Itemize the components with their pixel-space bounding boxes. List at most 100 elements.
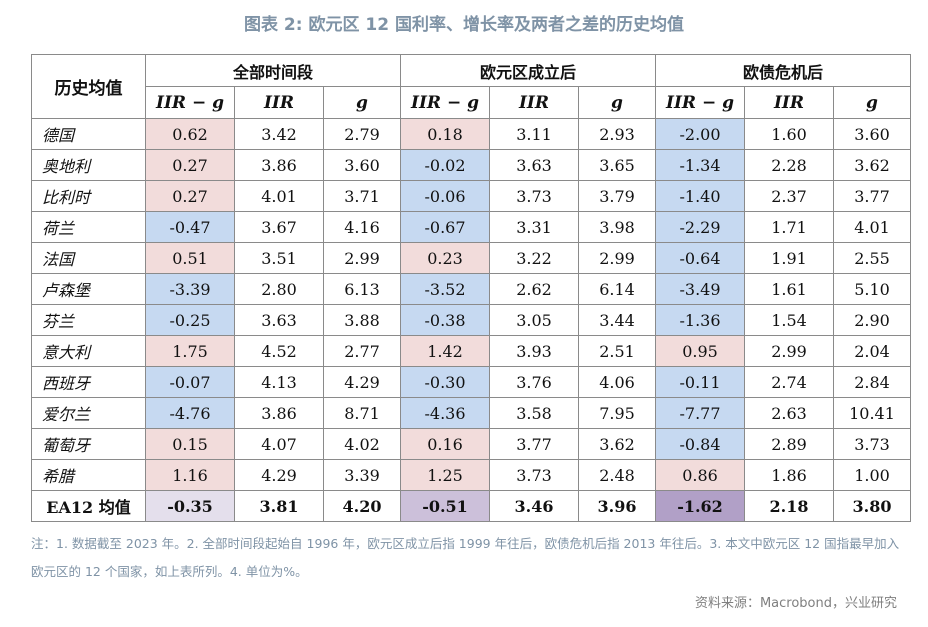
value-cell: 4.02 xyxy=(323,428,401,460)
value-cell: 10.41 xyxy=(833,397,911,429)
value-cell: 3.73 xyxy=(489,180,579,212)
group-header-post-euro: 欧元区成立后 xyxy=(400,54,656,87)
value-cell: 0.16 xyxy=(400,428,490,460)
value-cell: 3.67 xyxy=(234,211,324,243)
table-row: 卢森堡 -3.39 2.80 6.13 -3.52 2.62 6.14 -3.49 1.61 5.… xyxy=(31,273,911,305)
value-cell: 2.37 xyxy=(744,180,834,212)
subheader-iir: IIR xyxy=(234,86,324,119)
subheader-g: g xyxy=(323,86,401,119)
value-cell: 5.10 xyxy=(833,273,911,305)
table-row: 芬兰 -0.25 3.63 3.88 -0.38 3.05 3.44 -1.36 1.54 2.9… xyxy=(31,304,911,336)
value-cell: 1.75 xyxy=(145,335,235,367)
value-cell: -0.11 xyxy=(655,366,745,398)
value-cell: 3.73 xyxy=(489,459,579,491)
value-cell: -4.76 xyxy=(145,397,235,429)
value-cell: 3.60 xyxy=(833,118,911,150)
value-cell: 1.91 xyxy=(744,242,834,274)
value-cell: 1.25 xyxy=(400,459,490,491)
value-cell: 4.29 xyxy=(234,459,324,491)
value-cell: 4.29 xyxy=(323,366,401,398)
page-title: 图表 2: 欧元区 12 国利率、增长率及两者之差的历史均值 xyxy=(244,15,684,35)
country-cell: 爱尔兰 xyxy=(31,397,146,429)
value-cell: -2.00 xyxy=(655,118,745,150)
value-cell: 3.77 xyxy=(489,428,579,460)
value-cell: 3.93 xyxy=(489,335,579,367)
value-cell: -1.34 xyxy=(655,149,745,181)
table-row: EA12 均值 -0.35 3.81 4.20 -0.51 3.46 3.96 -1.62 2.… xyxy=(31,490,911,522)
value-cell: 2.80 xyxy=(234,273,324,305)
country-cell: 意大利 xyxy=(31,335,146,367)
value-cell: 4.16 xyxy=(323,211,401,243)
value-cell: -0.30 xyxy=(400,366,490,398)
value-cell: 3.39 xyxy=(323,459,401,491)
value-cell: 3.79 xyxy=(578,180,656,212)
value-cell: -0.64 xyxy=(655,242,745,274)
table-row: 意大利 1.75 4.52 2.77 1.42 3.93 2.51 0.95 2.99 2.04 xyxy=(31,335,911,367)
value-cell: 2.99 xyxy=(744,335,834,367)
source-line: 资料来源：Macrobond，兴业研究 xyxy=(694,596,897,611)
table-row: 奥地利 0.27 3.86 3.60 -0.02 3.63 3.65 -1.34 2.28 3.6… xyxy=(31,149,911,181)
table-row: 比利时 0.27 4.01 3.71 -0.06 3.73 3.79 -1.40 2.37 3.7… xyxy=(31,180,911,212)
value-cell: 2.63 xyxy=(744,397,834,429)
value-cell: 2.99 xyxy=(578,242,656,274)
value-cell: 8.71 xyxy=(323,397,401,429)
country-cell: 法国 xyxy=(31,242,146,274)
table-row: 希腊 1.16 4.29 3.39 1.25 3.73 2.48 0.86 1.86 1.00 xyxy=(31,459,911,491)
value-cell: 3.60 xyxy=(323,149,401,181)
value-cell: 1.42 xyxy=(400,335,490,367)
value-cell: 3.96 xyxy=(578,490,656,522)
value-cell: 4.07 xyxy=(234,428,324,460)
value-cell: 0.27 xyxy=(145,180,235,212)
value-cell: 0.51 xyxy=(145,242,235,274)
value-cell: -2.29 xyxy=(655,211,745,243)
value-cell: 3.65 xyxy=(578,149,656,181)
subheader-iir-g: IIR − g xyxy=(655,86,745,119)
country-cell: 葡萄牙 xyxy=(31,428,146,460)
value-cell: 1.86 xyxy=(744,459,834,491)
value-cell: -1.36 xyxy=(655,304,745,336)
value-cell: 2.48 xyxy=(578,459,656,491)
value-cell: 2.84 xyxy=(833,366,911,398)
value-cell: 0.18 xyxy=(400,118,490,150)
value-cell: 0.15 xyxy=(145,428,235,460)
value-cell: 0.27 xyxy=(145,149,235,181)
subheader-g: g xyxy=(833,86,911,119)
value-cell: 0.62 xyxy=(145,118,235,150)
value-cell: 4.52 xyxy=(234,335,324,367)
value-cell: 3.58 xyxy=(489,397,579,429)
corner-header: 历史均值 xyxy=(31,54,146,119)
data-table: 历史均值 全部时间段 欧元区成立后 欧债危机后 IIR − g IIR g II… xyxy=(31,54,911,522)
value-cell: 2.28 xyxy=(744,149,834,181)
value-cell: 2.89 xyxy=(744,428,834,460)
value-cell: -3.39 xyxy=(145,273,235,305)
value-cell: 4.13 xyxy=(234,366,324,398)
value-cell: 3.51 xyxy=(234,242,324,274)
value-cell: -3.52 xyxy=(400,273,490,305)
value-cell: 7.95 xyxy=(578,397,656,429)
value-cell: 4.06 xyxy=(578,366,656,398)
value-cell: 6.14 xyxy=(578,273,656,305)
value-cell: -0.47 xyxy=(145,211,235,243)
table-row: 爱尔兰 -4.76 3.86 8.71 -4.36 3.58 7.95 -7.77 2.63 10… xyxy=(31,397,911,429)
value-cell: 2.74 xyxy=(744,366,834,398)
footnote: 注：1. 数据截至 2023 年。2. 全部时间段起始自 1996 年，欧元区成… xyxy=(31,536,900,579)
value-cell: -0.51 xyxy=(400,490,490,522)
country-cell: 奥地利 xyxy=(31,149,146,181)
country-cell: 卢森堡 xyxy=(31,273,146,305)
group-header-all-period: 全部时间段 xyxy=(145,54,401,87)
value-cell: 3.80 xyxy=(833,490,911,522)
value-cell: 2.55 xyxy=(833,242,911,274)
table-row: 葡萄牙 0.15 4.07 4.02 0.16 3.77 3.62 -0.84 2.89 3.73 xyxy=(31,428,911,460)
value-cell: 3.88 xyxy=(323,304,401,336)
value-cell: 2.04 xyxy=(833,335,911,367)
table-row: 荷兰 -0.47 3.67 4.16 -0.67 3.31 3.98 -2.29 1.71 4.0… xyxy=(31,211,911,243)
value-cell: 2.77 xyxy=(323,335,401,367)
value-cell: 2.79 xyxy=(323,118,401,150)
value-cell: 6.13 xyxy=(323,273,401,305)
value-cell: -0.02 xyxy=(400,149,490,181)
value-cell: 2.99 xyxy=(323,242,401,274)
value-cell: 3.86 xyxy=(234,149,324,181)
value-cell: 3.63 xyxy=(234,304,324,336)
subheader-iir: IIR xyxy=(489,86,579,119)
group-header-post-crisis: 欧债危机后 xyxy=(655,54,911,87)
